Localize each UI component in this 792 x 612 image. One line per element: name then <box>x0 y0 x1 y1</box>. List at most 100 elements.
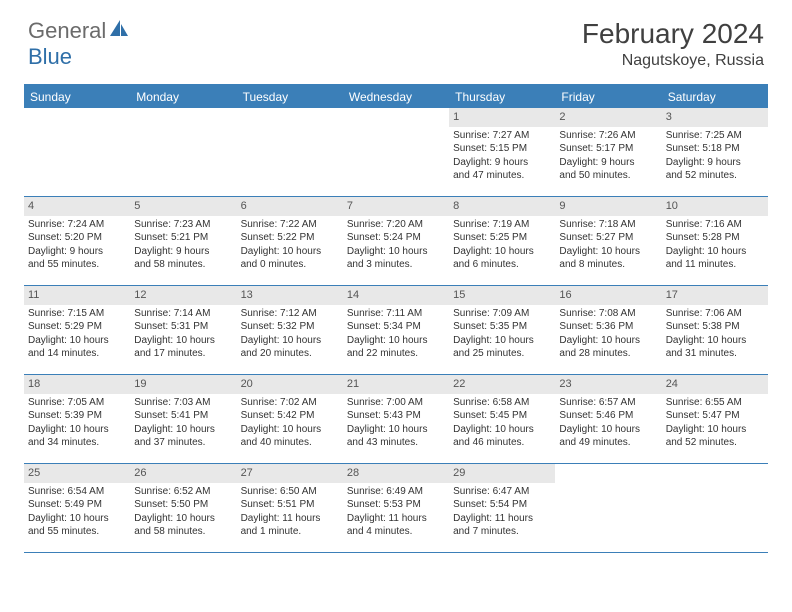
day-number: 20 <box>237 375 343 394</box>
cell-line-d2: and 52 minutes. <box>666 436 764 450</box>
cell-line-d1: Daylight: 9 hours <box>28 245 126 259</box>
cell-body: Sunrise: 7:15 AMSunset: 5:29 PMDaylight:… <box>24 305 130 365</box>
cell-line-sr: Sunrise: 6:49 AM <box>347 485 445 499</box>
cell-line-d1: Daylight: 10 hours <box>666 423 764 437</box>
day-number: 2 <box>555 108 661 127</box>
cell-line-ss: Sunset: 5:27 PM <box>559 231 657 245</box>
logo-text-1: General <box>28 18 106 44</box>
calendar-cell: 3Sunrise: 7:25 AMSunset: 5:18 PMDaylight… <box>662 108 768 196</box>
cell-line-d1: Daylight: 10 hours <box>241 334 339 348</box>
day-number: 21 <box>343 375 449 394</box>
cell-line-sr: Sunrise: 6:58 AM <box>453 396 551 410</box>
title-block: February 2024 Nagutskoye, Russia <box>582 18 764 70</box>
cell-line-sr: Sunrise: 6:54 AM <box>28 485 126 499</box>
cell-line-sr: Sunrise: 6:55 AM <box>666 396 764 410</box>
cell-line-d1: Daylight: 10 hours <box>347 423 445 437</box>
calendar-cell: 13Sunrise: 7:12 AMSunset: 5:32 PMDayligh… <box>237 286 343 374</box>
cell-line-d2: and 55 minutes. <box>28 525 126 539</box>
calendar-cell: 6Sunrise: 7:22 AMSunset: 5:22 PMDaylight… <box>237 197 343 285</box>
cell-line-d2: and 49 minutes. <box>559 436 657 450</box>
cell-line-ss: Sunset: 5:50 PM <box>134 498 232 512</box>
cell-line-d1: Daylight: 10 hours <box>134 423 232 437</box>
header: General February 2024 Nagutskoye, Russia <box>0 0 792 78</box>
day-number: 1 <box>449 108 555 127</box>
cell-line-ss: Sunset: 5:41 PM <box>134 409 232 423</box>
month-title: February 2024 <box>582 18 764 50</box>
cell-line-d2: and 7 minutes. <box>453 525 551 539</box>
cell-line-d1: Daylight: 9 hours <box>666 156 764 170</box>
cell-line-d1: Daylight: 11 hours <box>347 512 445 526</box>
cell-line-sr: Sunrise: 6:52 AM <box>134 485 232 499</box>
day-header: Tuesday <box>237 86 343 108</box>
cell-line-sr: Sunrise: 7:27 AM <box>453 129 551 143</box>
cell-line-ss: Sunset: 5:31 PM <box>134 320 232 334</box>
day-number: 29 <box>449 464 555 483</box>
cell-line-ss: Sunset: 5:53 PM <box>347 498 445 512</box>
cell-body: Sunrise: 7:08 AMSunset: 5:36 PMDaylight:… <box>555 305 661 365</box>
day-header: Friday <box>555 86 661 108</box>
cell-line-ss: Sunset: 5:22 PM <box>241 231 339 245</box>
day-number: 8 <box>449 197 555 216</box>
cell-line-d1: Daylight: 10 hours <box>559 334 657 348</box>
cell-line-sr: Sunrise: 7:02 AM <box>241 396 339 410</box>
cell-line-sr: Sunrise: 7:06 AM <box>666 307 764 321</box>
cell-line-d1: Daylight: 10 hours <box>453 423 551 437</box>
cell-body: Sunrise: 7:14 AMSunset: 5:31 PMDaylight:… <box>130 305 236 365</box>
cell-line-d2: and 4 minutes. <box>347 525 445 539</box>
cell-line-d1: Daylight: 10 hours <box>241 245 339 259</box>
day-number: 17 <box>662 286 768 305</box>
cell-line-d2: and 40 minutes. <box>241 436 339 450</box>
cell-body: Sunrise: 7:23 AMSunset: 5:21 PMDaylight:… <box>130 216 236 276</box>
day-number: 4 <box>24 197 130 216</box>
calendar-cell: 11Sunrise: 7:15 AMSunset: 5:29 PMDayligh… <box>24 286 130 374</box>
cell-line-d1: Daylight: 11 hours <box>453 512 551 526</box>
cell-line-sr: Sunrise: 7:24 AM <box>28 218 126 232</box>
cell-body: Sunrise: 7:25 AMSunset: 5:18 PMDaylight:… <box>662 127 768 187</box>
day-header: Sunday <box>24 86 130 108</box>
cell-line-d2: and 52 minutes. <box>666 169 764 183</box>
cell-line-sr: Sunrise: 7:23 AM <box>134 218 232 232</box>
day-number: 25 <box>24 464 130 483</box>
cell-body: Sunrise: 6:47 AMSunset: 5:54 PMDaylight:… <box>449 483 555 543</box>
day-number: 18 <box>24 375 130 394</box>
cell-body: Sunrise: 7:19 AMSunset: 5:25 PMDaylight:… <box>449 216 555 276</box>
day-number: 7 <box>343 197 449 216</box>
cell-line-d2: and 43 minutes. <box>347 436 445 450</box>
cell-line-d1: Daylight: 10 hours <box>666 334 764 348</box>
cell-line-d2: and 50 minutes. <box>559 169 657 183</box>
cell-line-ss: Sunset: 5:20 PM <box>28 231 126 245</box>
logo: General <box>28 18 130 44</box>
week-row: 11Sunrise: 7:15 AMSunset: 5:29 PMDayligh… <box>24 286 768 375</box>
cell-line-d1: Daylight: 10 hours <box>28 423 126 437</box>
cell-line-sr: Sunrise: 7:12 AM <box>241 307 339 321</box>
cell-line-d1: Daylight: 9 hours <box>134 245 232 259</box>
cell-line-ss: Sunset: 5:45 PM <box>453 409 551 423</box>
cell-line-sr: Sunrise: 7:26 AM <box>559 129 657 143</box>
cell-line-ss: Sunset: 5:34 PM <box>347 320 445 334</box>
day-number: 26 <box>130 464 236 483</box>
day-number: 9 <box>555 197 661 216</box>
cell-line-d1: Daylight: 10 hours <box>559 423 657 437</box>
cell-line-ss: Sunset: 5:39 PM <box>28 409 126 423</box>
cell-line-d2: and 8 minutes. <box>559 258 657 272</box>
cell-body: Sunrise: 6:54 AMSunset: 5:49 PMDaylight:… <box>24 483 130 543</box>
cell-body: Sunrise: 7:03 AMSunset: 5:41 PMDaylight:… <box>130 394 236 454</box>
calendar-cell: 27Sunrise: 6:50 AMSunset: 5:51 PMDayligh… <box>237 464 343 552</box>
cell-line-ss: Sunset: 5:28 PM <box>666 231 764 245</box>
cell-line-d1: Daylight: 10 hours <box>134 334 232 348</box>
day-number: 12 <box>130 286 236 305</box>
cell-body: Sunrise: 7:05 AMSunset: 5:39 PMDaylight:… <box>24 394 130 454</box>
cell-line-ss: Sunset: 5:47 PM <box>666 409 764 423</box>
cell-line-ss: Sunset: 5:43 PM <box>347 409 445 423</box>
day-number: 6 <box>237 197 343 216</box>
calendar-cell: 22Sunrise: 6:58 AMSunset: 5:45 PMDayligh… <box>449 375 555 463</box>
cell-line-ss: Sunset: 5:32 PM <box>241 320 339 334</box>
cell-line-d1: Daylight: 10 hours <box>134 512 232 526</box>
week-row: 1Sunrise: 7:27 AMSunset: 5:15 PMDaylight… <box>24 108 768 197</box>
calendar-cell-empty <box>237 108 343 196</box>
cell-line-ss: Sunset: 5:21 PM <box>134 231 232 245</box>
cell-line-sr: Sunrise: 7:19 AM <box>453 218 551 232</box>
cell-line-d2: and 25 minutes. <box>453 347 551 361</box>
cell-line-d1: Daylight: 10 hours <box>666 245 764 259</box>
cell-line-sr: Sunrise: 7:00 AM <box>347 396 445 410</box>
